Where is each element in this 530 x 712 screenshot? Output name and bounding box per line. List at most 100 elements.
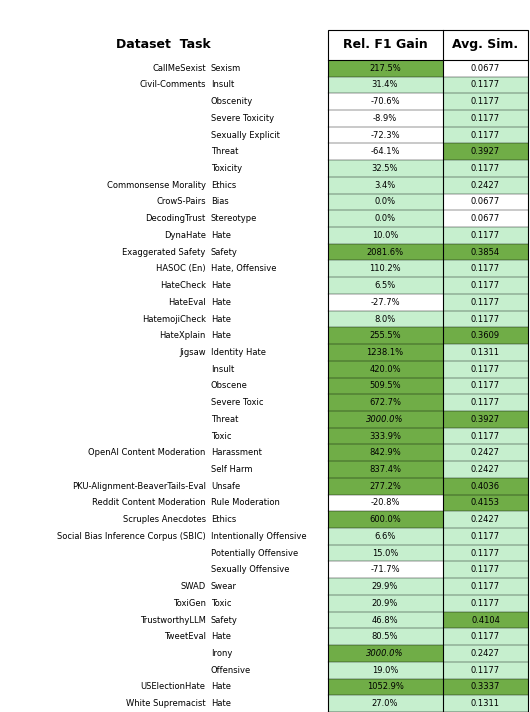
Bar: [328, 545, 443, 562]
Text: Hate, Offensive: Hate, Offensive: [211, 264, 277, 273]
Text: Offensive: Offensive: [211, 666, 251, 675]
Bar: [443, 110, 528, 127]
Text: 0.3854: 0.3854: [471, 248, 500, 256]
Text: White Supremacist: White Supremacist: [126, 699, 206, 708]
Text: 3.4%: 3.4%: [374, 181, 396, 189]
Bar: [328, 361, 443, 377]
Text: -64.1%: -64.1%: [370, 147, 400, 156]
Text: Sexually Offensive: Sexually Offensive: [211, 565, 289, 575]
Text: 19.0%: 19.0%: [372, 666, 398, 675]
Text: Insult: Insult: [211, 80, 234, 90]
Bar: [443, 612, 528, 629]
Bar: [443, 210, 528, 227]
Text: 0.2427: 0.2427: [471, 449, 500, 457]
Text: Swear: Swear: [211, 582, 237, 591]
Text: 0.0%: 0.0%: [375, 214, 395, 223]
Bar: [443, 93, 528, 110]
Bar: [328, 210, 443, 227]
Text: DynaHate: DynaHate: [164, 231, 206, 240]
Text: 0.0677: 0.0677: [471, 197, 500, 206]
Bar: [443, 227, 528, 244]
Text: Obscenity: Obscenity: [211, 97, 253, 106]
Text: Toxic: Toxic: [211, 431, 232, 441]
Bar: [328, 444, 443, 461]
Bar: [328, 394, 443, 411]
Text: Sexually Explicit: Sexually Explicit: [211, 130, 280, 140]
Bar: [328, 76, 443, 93]
Text: Threat: Threat: [211, 147, 238, 156]
Text: 0.1177: 0.1177: [471, 565, 500, 575]
Text: 0.1177: 0.1177: [471, 264, 500, 273]
Text: 0.2427: 0.2427: [471, 515, 500, 524]
Text: 0.1177: 0.1177: [471, 632, 500, 642]
Text: Hate: Hate: [211, 281, 231, 290]
Text: Severe Toxic: Severe Toxic: [211, 398, 263, 407]
Bar: [443, 411, 528, 428]
Bar: [443, 261, 528, 277]
Text: Safety: Safety: [211, 616, 238, 624]
Text: 255.5%: 255.5%: [369, 331, 401, 340]
Text: 0.1177: 0.1177: [471, 599, 500, 608]
Text: -72.3%: -72.3%: [370, 130, 400, 140]
Bar: [443, 444, 528, 461]
Text: USElectionHate: USElectionHate: [140, 682, 206, 691]
Text: DecodingTrust: DecodingTrust: [145, 214, 206, 223]
Text: 20.9%: 20.9%: [372, 599, 398, 608]
Text: 6.6%: 6.6%: [374, 532, 396, 541]
Bar: [443, 361, 528, 377]
Text: Severe Toxicity: Severe Toxicity: [211, 114, 274, 123]
Text: 0.1311: 0.1311: [471, 699, 500, 708]
Text: 0.4104: 0.4104: [471, 616, 500, 624]
Bar: [328, 562, 443, 578]
Text: Dataset  Task: Dataset Task: [117, 38, 211, 51]
Text: PKU-Alignment-BeaverTails-Eval: PKU-Alignment-BeaverTails-Eval: [72, 482, 206, 491]
Bar: [443, 277, 528, 294]
Text: Social Bias Inference Corpus (SBIC): Social Bias Inference Corpus (SBIC): [57, 532, 206, 541]
Text: 217.5%: 217.5%: [369, 63, 401, 73]
Bar: [443, 578, 528, 595]
Text: Hate: Hate: [211, 699, 231, 708]
Text: Hate: Hate: [211, 682, 231, 691]
Text: SWAD: SWAD: [180, 582, 206, 591]
Bar: [328, 511, 443, 528]
Bar: [443, 76, 528, 93]
Text: 0.3337: 0.3337: [471, 682, 500, 691]
Text: 2081.6%: 2081.6%: [366, 248, 404, 256]
Bar: [443, 478, 528, 495]
Text: 0.1177: 0.1177: [471, 532, 500, 541]
Text: 0.1177: 0.1177: [471, 164, 500, 173]
Text: 0.1177: 0.1177: [471, 431, 500, 441]
Bar: [443, 662, 528, 679]
Text: 0.1177: 0.1177: [471, 365, 500, 374]
Text: 842.9%: 842.9%: [369, 449, 401, 457]
Text: 31.4%: 31.4%: [372, 80, 399, 90]
Text: 1052.9%: 1052.9%: [367, 682, 403, 691]
Text: 0.3927: 0.3927: [471, 147, 500, 156]
Text: Scruples Anecdotes: Scruples Anecdotes: [122, 515, 206, 524]
Text: 0.1177: 0.1177: [471, 582, 500, 591]
Text: 27.0%: 27.0%: [372, 699, 399, 708]
Bar: [328, 93, 443, 110]
Bar: [443, 310, 528, 328]
Bar: [443, 377, 528, 394]
Text: 0.1177: 0.1177: [471, 398, 500, 407]
Bar: [443, 495, 528, 511]
Bar: [443, 60, 528, 76]
Text: Bias: Bias: [211, 197, 228, 206]
Text: Obscene: Obscene: [211, 382, 248, 390]
Text: 600.0%: 600.0%: [369, 515, 401, 524]
Bar: [328, 495, 443, 511]
Bar: [443, 344, 528, 361]
Bar: [443, 394, 528, 411]
Text: Hate: Hate: [211, 298, 231, 307]
Text: 0.1177: 0.1177: [471, 315, 500, 323]
Bar: [328, 461, 443, 478]
Text: HateXplain: HateXplain: [160, 331, 206, 340]
Text: Safety: Safety: [211, 248, 238, 256]
Bar: [443, 328, 528, 344]
Text: 0.0677: 0.0677: [471, 63, 500, 73]
Bar: [328, 60, 443, 76]
Bar: [328, 595, 443, 612]
Bar: [328, 528, 443, 545]
Bar: [328, 160, 443, 177]
